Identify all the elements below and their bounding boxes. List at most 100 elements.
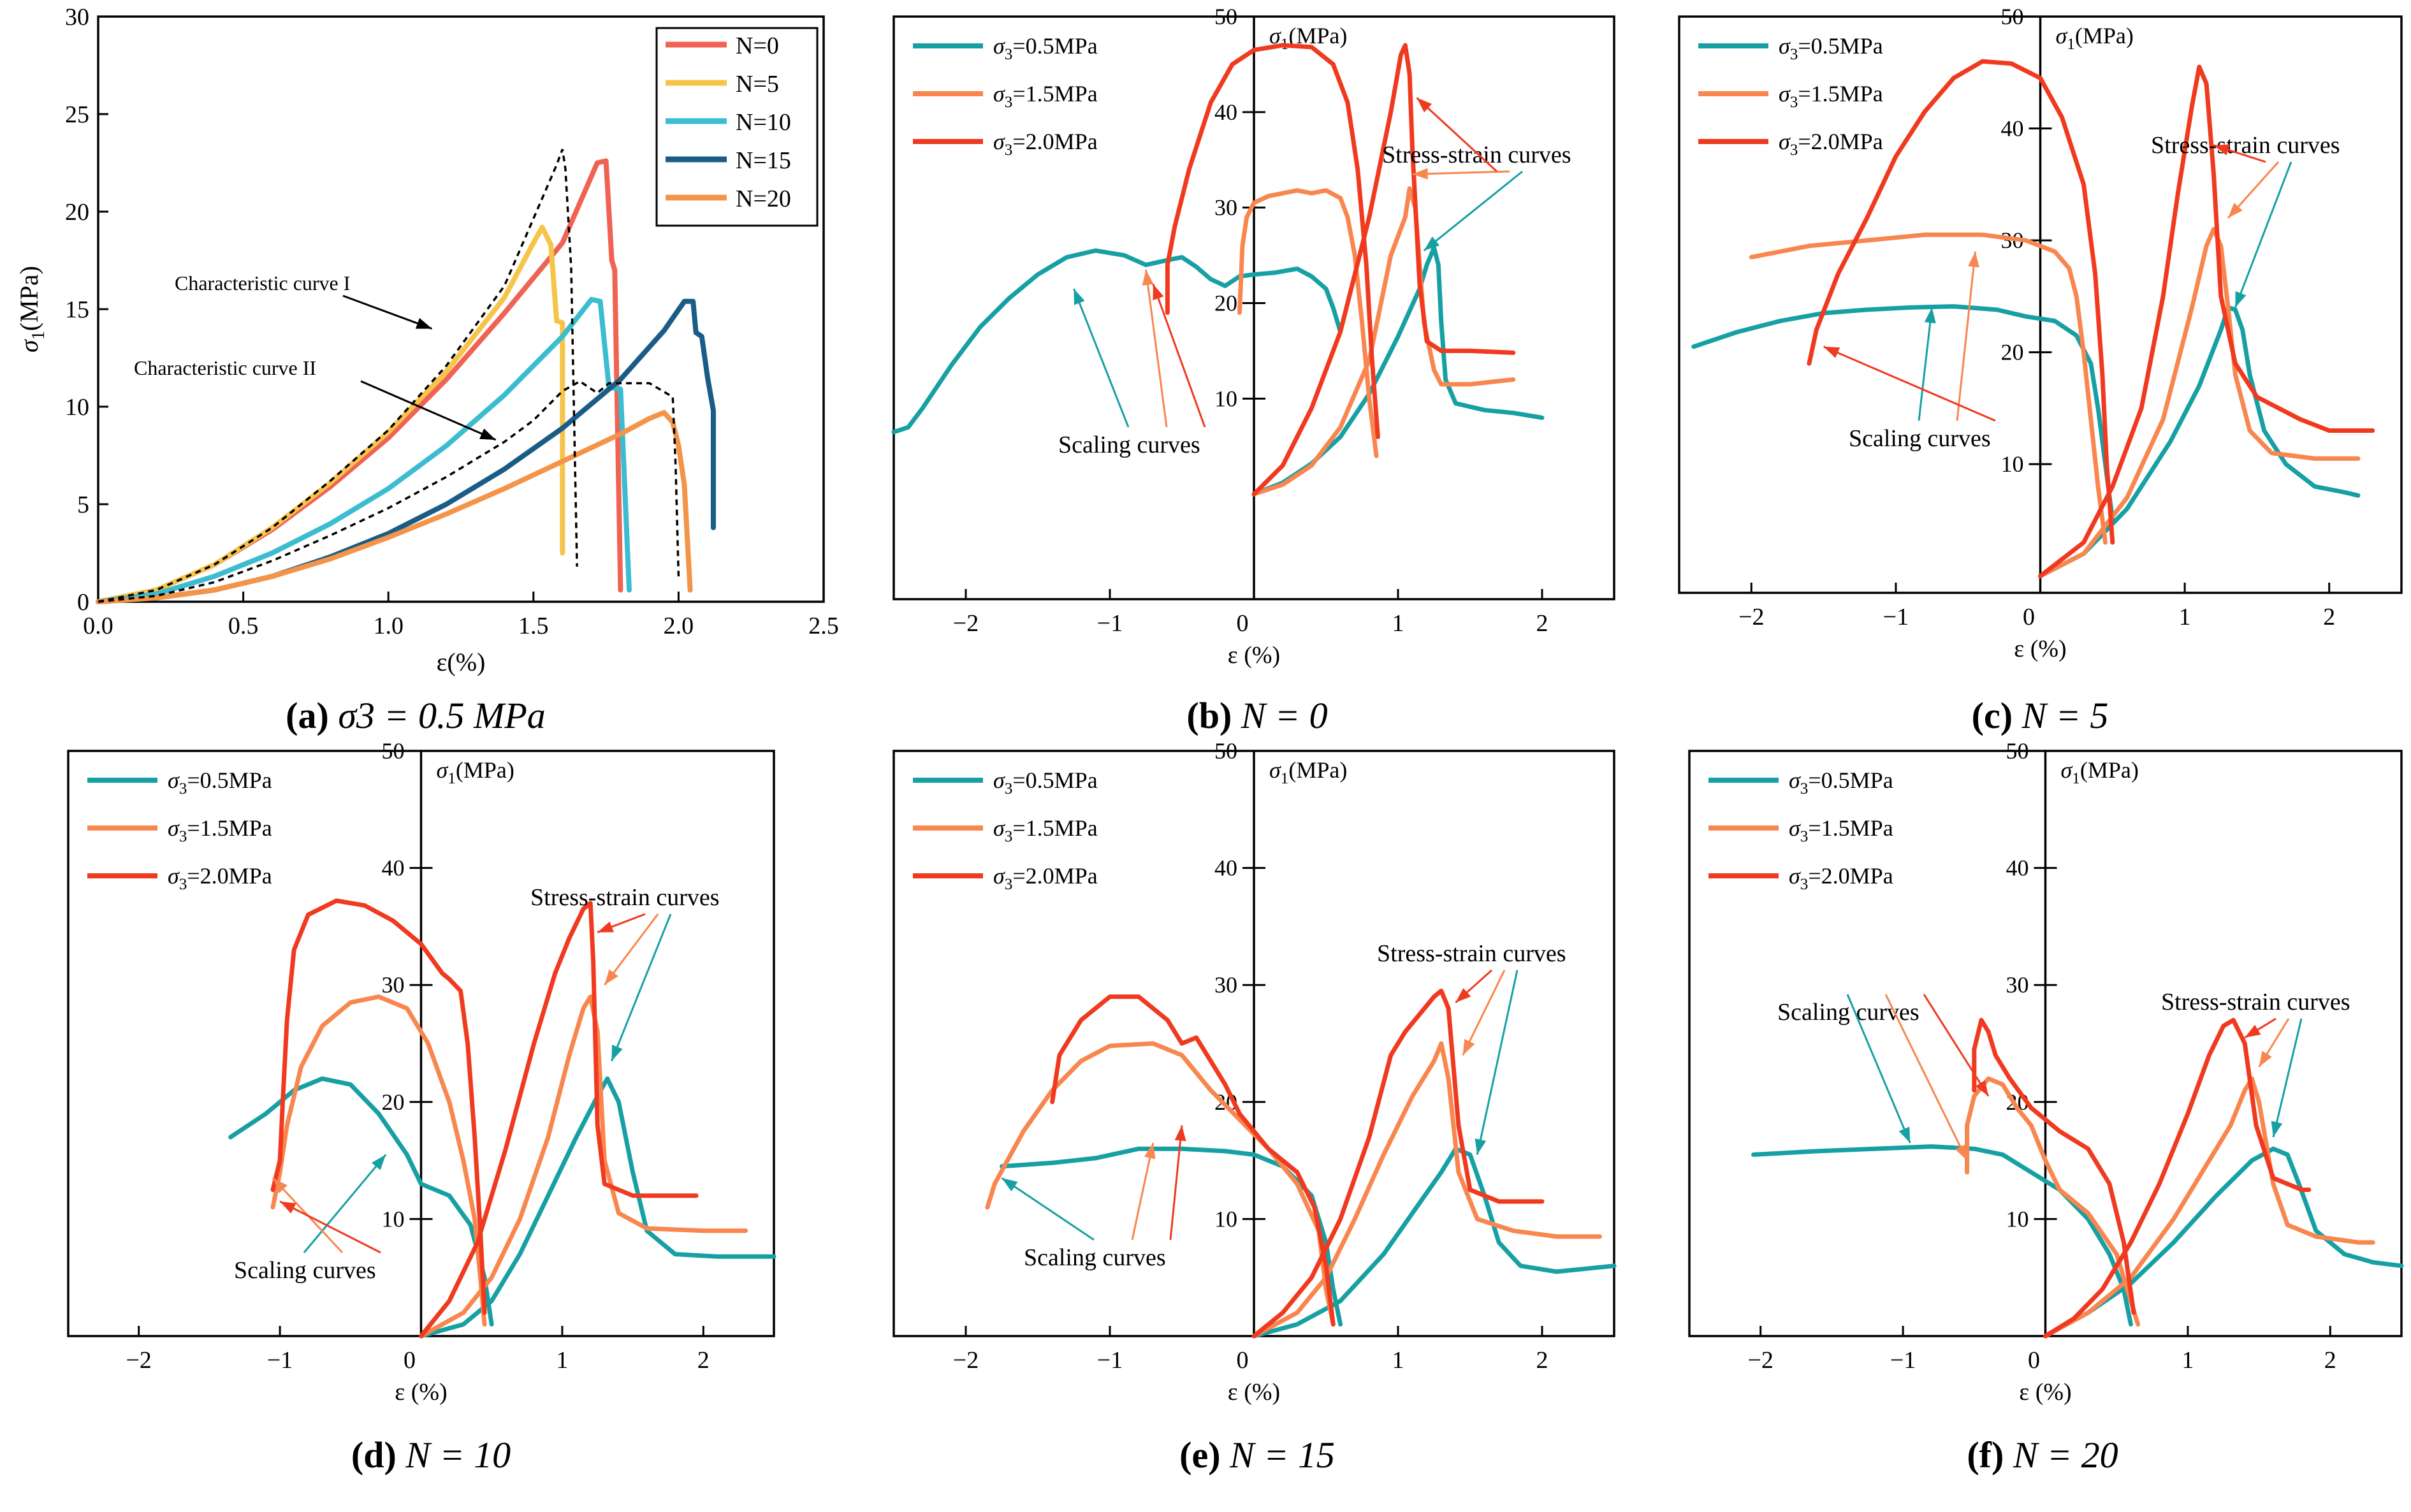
panel-caption: (e) N = 15 bbox=[1179, 1434, 1335, 1476]
series-line-4 bbox=[1251, 1041, 1602, 1339]
series-line-3 bbox=[96, 296, 632, 604]
x-tick-label: −1 bbox=[267, 1347, 293, 1374]
annotation-arrow-shaft bbox=[1169, 1125, 1183, 1240]
series-line-6 bbox=[2038, 64, 2375, 579]
x-tick-label: 2 bbox=[2323, 604, 2335, 630]
annotation-label: Characteristic curve I bbox=[175, 272, 350, 294]
x-tick-label: −2 bbox=[953, 1347, 979, 1374]
annotation-arrow-head bbox=[1074, 289, 1085, 305]
caption-label: (d) bbox=[351, 1434, 405, 1476]
stress-strain-label: Stress-strain curves bbox=[2161, 989, 2350, 1015]
y-tick-label: 10 bbox=[1214, 1206, 1237, 1232]
annotation-arrow-head bbox=[1924, 307, 1936, 324]
legend-label: σ3=2.0MPa bbox=[1779, 129, 1883, 159]
annotation-arrow-head bbox=[1975, 1080, 1989, 1096]
y-tick-label: 30 bbox=[382, 972, 405, 998]
caption-text: N = 10 bbox=[405, 1434, 511, 1476]
legend-label: σ3=0.5MPa bbox=[1789, 767, 1893, 797]
legend-label: σ3=0.5MPa bbox=[993, 33, 1098, 63]
x-tick-label: 0 bbox=[1237, 610, 1249, 637]
y-axis-label: σ1(MPa) bbox=[437, 757, 514, 787]
annotation-arrow-shaft bbox=[279, 1200, 381, 1254]
series-line-2 bbox=[1251, 245, 1545, 497]
annotation-arrow-head bbox=[1968, 251, 1979, 268]
caption-label: (f) bbox=[1967, 1434, 2013, 1476]
annotation-arrow bbox=[1956, 251, 1979, 421]
annotation-arrow-shaft bbox=[610, 913, 672, 1062]
annotation-arrow bbox=[1001, 1177, 1095, 1241]
x-tick-label: 0 bbox=[2023, 604, 2035, 630]
y-tick-label: 30 bbox=[1214, 195, 1237, 221]
annotation-arrow bbox=[1131, 1142, 1156, 1240]
annotation-arrow-head bbox=[415, 317, 432, 329]
legend-label: σ3=1.5MPa bbox=[168, 815, 272, 845]
y-tick-label: 0 bbox=[77, 589, 89, 616]
annotation-arrow-head bbox=[1955, 1144, 1967, 1161]
x-tick-label: 1.5 bbox=[518, 613, 549, 639]
annotation-arrow-shaft bbox=[2272, 1018, 2303, 1138]
annotation-arrow-head bbox=[2271, 1121, 2283, 1137]
y-tick-label: 15 bbox=[65, 296, 89, 323]
series-line-6 bbox=[1251, 43, 1516, 497]
annotation-arrow bbox=[1423, 170, 1523, 252]
legend-label: σ3=0.5MPa bbox=[993, 767, 1098, 797]
annotation-arrow bbox=[1923, 994, 1990, 1097]
x-tick-label: 2 bbox=[1536, 1347, 1548, 1374]
annotation-arrow-shaft bbox=[1846, 994, 1911, 1144]
annotation-arrow-head bbox=[1823, 346, 1840, 358]
x-tick-label: 1 bbox=[1392, 610, 1404, 637]
x-tick-label: 2.0 bbox=[664, 613, 694, 639]
annotation-arrow-shaft bbox=[1412, 170, 1510, 175]
series-line-5 bbox=[270, 898, 487, 1315]
legend-label: σ3=1.5MPa bbox=[1789, 815, 1893, 845]
annotation-arrow-head bbox=[2259, 1050, 2272, 1067]
x-tick-label: 0 bbox=[404, 1347, 416, 1374]
annotation-arrow-shaft bbox=[360, 380, 497, 441]
annotation-arrow-head bbox=[1174, 1125, 1186, 1142]
series-line-4 bbox=[419, 994, 748, 1339]
panel-caption: (f) N = 20 bbox=[1967, 1434, 2118, 1476]
x-axis-label: ε (%) bbox=[2019, 1379, 2071, 1406]
annotation-arrow-shaft bbox=[2234, 161, 2292, 308]
x-tick-label: −2 bbox=[1738, 604, 1764, 630]
annotation-arrow-head bbox=[1412, 168, 1428, 180]
legend: N=0 N=5 N=10 N=15 N=20 bbox=[655, 27, 819, 227]
x-axis-label: ε (%) bbox=[2014, 636, 2066, 662]
panel-caption: (a) σ3 = 0.5 MPa bbox=[286, 695, 546, 736]
y-tick-label: 40 bbox=[2001, 116, 2024, 142]
y-tick-label: 10 bbox=[65, 394, 89, 421]
y-axis-label: σ1(MPa) bbox=[15, 266, 48, 353]
y-tick-label: 50 bbox=[2006, 738, 2029, 764]
x-tick-label: −2 bbox=[126, 1347, 151, 1374]
x-tick-label: 2 bbox=[1536, 610, 1548, 637]
scaling-curves-label: Scaling curves bbox=[1024, 1244, 1166, 1271]
characteristic-curve-2 bbox=[98, 380, 680, 603]
caption-text: N = 5 bbox=[2021, 695, 2109, 736]
scaling-curves-label: Scaling curves bbox=[1849, 425, 1991, 452]
x-tick-label: 0 bbox=[2028, 1347, 2040, 1374]
x-tick-label: −1 bbox=[1883, 604, 1909, 630]
annotation-arrow-head bbox=[2228, 203, 2243, 218]
annotation-arrow-head bbox=[1417, 98, 1432, 113]
annotation-arrow bbox=[610, 913, 672, 1062]
annotation-arrow-head bbox=[1142, 270, 1154, 286]
y-tick-label: 50 bbox=[382, 738, 405, 764]
scaling-curves-label: Scaling curves bbox=[1058, 432, 1200, 458]
y-tick-label: 30 bbox=[65, 4, 89, 31]
annotation-arrow-shaft bbox=[1923, 994, 1990, 1097]
series-line-5 bbox=[96, 410, 693, 604]
annotation-arrow bbox=[1169, 1125, 1186, 1240]
annotation-arrow bbox=[303, 1154, 387, 1253]
annotation-arrow-shaft bbox=[1823, 345, 1996, 422]
annotation-arrow bbox=[1152, 284, 1206, 428]
series-line-5 bbox=[1165, 43, 1380, 439]
annotation-arrow-head bbox=[1144, 1143, 1156, 1159]
annotation-arrow bbox=[360, 380, 497, 441]
panel-caption: (b) N = 0 bbox=[1186, 695, 1327, 736]
stress-strain-label: Stress-strain curves bbox=[1382, 142, 1571, 168]
series-line-1 bbox=[1691, 304, 2115, 523]
annotation-arrow bbox=[1846, 994, 1911, 1144]
caption-text: N = 15 bbox=[1229, 1434, 1335, 1476]
series-line-2 bbox=[2038, 305, 2361, 579]
